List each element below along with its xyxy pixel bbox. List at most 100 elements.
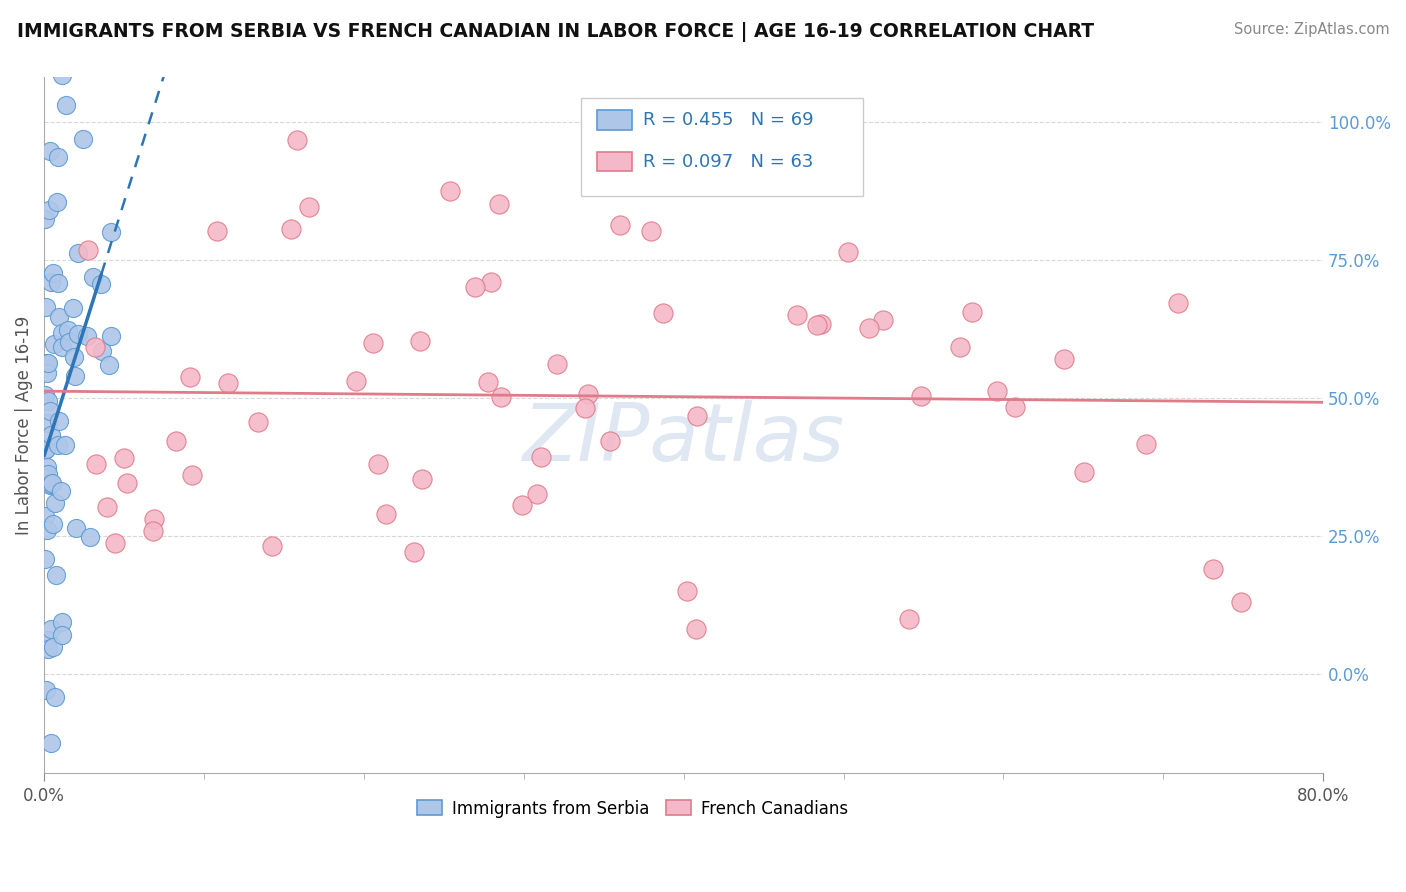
Point xyxy=(39,476,62,491)
Point xyxy=(143,512,166,526)
Point xyxy=(1167,296,1189,310)
Point xyxy=(464,280,486,294)
Point xyxy=(37,633,59,648)
Point xyxy=(574,401,596,415)
Point xyxy=(51,484,73,499)
Point xyxy=(82,269,104,284)
FancyBboxPatch shape xyxy=(596,110,633,129)
Point xyxy=(46,438,69,452)
Point xyxy=(37,356,59,370)
Point xyxy=(409,334,432,349)
Point xyxy=(361,336,384,351)
Point xyxy=(599,434,621,448)
Point xyxy=(51,326,73,340)
Point xyxy=(786,309,808,323)
Point xyxy=(685,622,707,636)
Point xyxy=(79,530,101,544)
Point xyxy=(46,195,69,210)
Point xyxy=(898,612,921,626)
Point xyxy=(90,343,112,358)
Point xyxy=(910,389,932,403)
Point xyxy=(546,357,568,371)
Point xyxy=(280,221,302,235)
Point xyxy=(65,521,87,535)
Point xyxy=(576,387,599,401)
Point xyxy=(34,388,56,402)
Point xyxy=(45,568,67,582)
Point xyxy=(53,438,76,452)
Point xyxy=(39,736,62,750)
Point xyxy=(37,416,59,430)
Point xyxy=(48,414,70,428)
Point xyxy=(87,3,110,17)
Point xyxy=(97,359,120,373)
Point xyxy=(56,323,79,337)
Text: R = 0.097   N = 63: R = 0.097 N = 63 xyxy=(643,153,813,170)
FancyBboxPatch shape xyxy=(581,98,863,195)
Point xyxy=(1053,351,1076,366)
Point xyxy=(39,428,62,442)
Point xyxy=(479,275,502,289)
Legend: Immigrants from Serbia, French Canadians: Immigrants from Serbia, French Canadians xyxy=(411,793,855,824)
Point xyxy=(51,340,73,354)
Point xyxy=(526,487,548,501)
Point xyxy=(83,340,105,354)
FancyBboxPatch shape xyxy=(596,152,633,171)
Point xyxy=(35,682,58,697)
Point xyxy=(55,98,77,112)
Point xyxy=(686,409,709,423)
Point xyxy=(35,460,58,475)
Point xyxy=(100,329,122,343)
Point xyxy=(374,507,396,521)
Point xyxy=(42,640,65,654)
Point xyxy=(44,690,66,704)
Text: IMMIGRANTS FROM SERBIA VS FRENCH CANADIAN IN LABOR FORCE | AGE 16-19 CORRELATION: IMMIGRANTS FROM SERBIA VS FRENCH CANADIA… xyxy=(17,22,1094,42)
Point xyxy=(439,184,461,198)
Point xyxy=(34,509,56,524)
Point xyxy=(640,224,662,238)
Point xyxy=(1202,562,1225,576)
Point xyxy=(39,276,62,290)
Point xyxy=(37,641,59,656)
Point xyxy=(260,539,283,553)
Point xyxy=(58,334,80,349)
Point xyxy=(34,440,56,454)
Point xyxy=(37,366,59,380)
Point xyxy=(67,326,90,341)
Point xyxy=(986,384,1008,398)
Point xyxy=(402,545,425,559)
Text: Source: ZipAtlas.com: Source: ZipAtlas.com xyxy=(1233,22,1389,37)
Point xyxy=(39,144,62,158)
Point xyxy=(51,68,73,82)
Point xyxy=(652,306,675,320)
Point xyxy=(38,404,60,418)
Point xyxy=(38,202,60,217)
Point xyxy=(1230,595,1253,609)
Point xyxy=(858,320,880,334)
Point xyxy=(39,622,62,636)
Point xyxy=(806,318,828,332)
Y-axis label: In Labor Force | Age 16-19: In Labor Force | Age 16-19 xyxy=(15,316,32,535)
Point xyxy=(344,374,367,388)
Point xyxy=(37,471,59,485)
Point xyxy=(48,310,70,325)
Point xyxy=(205,224,228,238)
Point xyxy=(34,442,56,457)
Point xyxy=(181,468,204,483)
Point xyxy=(62,351,84,365)
Point xyxy=(76,329,98,343)
Point xyxy=(34,212,56,227)
Point xyxy=(112,451,135,466)
Point xyxy=(35,523,58,537)
Point xyxy=(41,475,63,490)
Text: ZIPatlas: ZIPatlas xyxy=(523,401,845,478)
Point xyxy=(676,584,699,599)
Point xyxy=(837,245,859,260)
Point xyxy=(42,266,65,280)
Point xyxy=(962,304,984,318)
Point xyxy=(872,312,894,326)
Point xyxy=(285,134,308,148)
Point xyxy=(37,393,59,408)
Point xyxy=(63,368,86,383)
Point xyxy=(35,355,58,369)
